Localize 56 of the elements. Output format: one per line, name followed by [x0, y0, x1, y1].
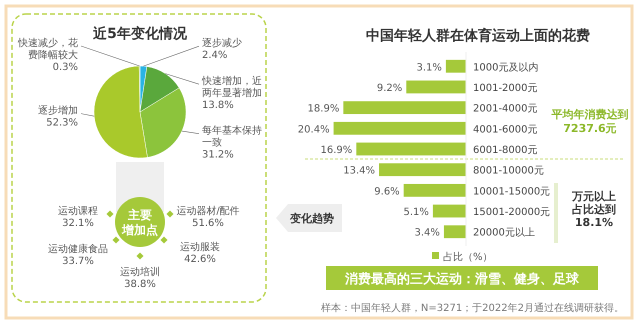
data-label: 13.4%: [343, 166, 376, 177]
y-tick-label: 6001-8000元: [473, 145, 538, 156]
category-label: 运动器材/配件: [176, 205, 240, 217]
text: 主要增加点: [121, 208, 158, 237]
data-label: 16.9%: [320, 145, 352, 156]
data-label: 3.4%: [414, 228, 440, 239]
y-tick-label: 20000元以上: [473, 226, 535, 239]
bar: [444, 225, 466, 238]
data-label: 31.2%: [202, 150, 234, 161]
bar: [334, 122, 466, 135]
annotation: 变化趋势: [289, 212, 334, 225]
text: 51.6%: [192, 218, 224, 229]
data-label: 3.1%: [416, 62, 442, 74]
bar: [446, 60, 466, 73]
data-label: 13.8%: [202, 100, 234, 112]
bar: [379, 163, 466, 176]
legend-label: 占比（%）: [443, 251, 493, 263]
text: 33.7%: [62, 256, 94, 267]
category-label: 运动服装: [180, 241, 220, 253]
category-label: 运动健康食品: [48, 243, 108, 255]
slice-label: 快速增加，近两年显著增加: [201, 75, 262, 100]
category-label: 运动培训: [120, 266, 160, 278]
text: 平均年消费达到7237.6元: [550, 108, 628, 135]
y-tick-label: 1000元及以内: [473, 61, 538, 74]
data-label: 20.4%: [298, 124, 330, 136]
slice-label: 逐步减少: [202, 37, 242, 50]
data-label: 18.9%: [308, 104, 340, 115]
y-tick-label: 4001-6000元: [473, 124, 538, 136]
y-tick-label: 1001-2000元: [473, 82, 538, 94]
bar: [343, 101, 466, 114]
data-label: 9.2%: [376, 82, 402, 94]
text: 消费最高的三大运动：滑雪、健身、足球: [344, 271, 580, 287]
slice-label: 快速减少，花费降幅较大: [17, 37, 78, 62]
text: 32.1%: [62, 218, 94, 229]
slice-label: 逐步增加: [38, 104, 78, 117]
category-label: 运动课程: [58, 205, 98, 217]
data-label: 52.3%: [46, 118, 78, 129]
y-tick-label: 8001-10000元: [473, 166, 544, 177]
text: 万元以上占比达到18.1%: [571, 190, 616, 229]
chart-title: 中国年轻人群在体育运动上面的花费: [366, 27, 590, 44]
data-label: 2.4%: [202, 50, 228, 62]
bar: [356, 142, 466, 156]
bar: [404, 184, 466, 197]
bar: [406, 80, 466, 94]
chart-title: 近5年变化情况: [92, 25, 188, 42]
bar: [432, 204, 466, 218]
y-tick-label: 10001-15000元: [473, 186, 550, 198]
data-label: 9.6%: [374, 186, 400, 198]
data-label: 0.3%: [52, 62, 78, 74]
data-label: 5.1%: [403, 207, 429, 218]
y-tick-label: 2001-4000元: [473, 104, 538, 115]
text: 42.6%: [184, 254, 216, 265]
y-tick-label: 15001-20000元: [473, 207, 550, 218]
text: 样本：中国年轻人群，N=3271；于2022年2月通过在线调研获得。: [320, 302, 624, 314]
slice-label: 每年基本保持一致: [202, 124, 262, 149]
text: 38.8%: [124, 279, 156, 290]
